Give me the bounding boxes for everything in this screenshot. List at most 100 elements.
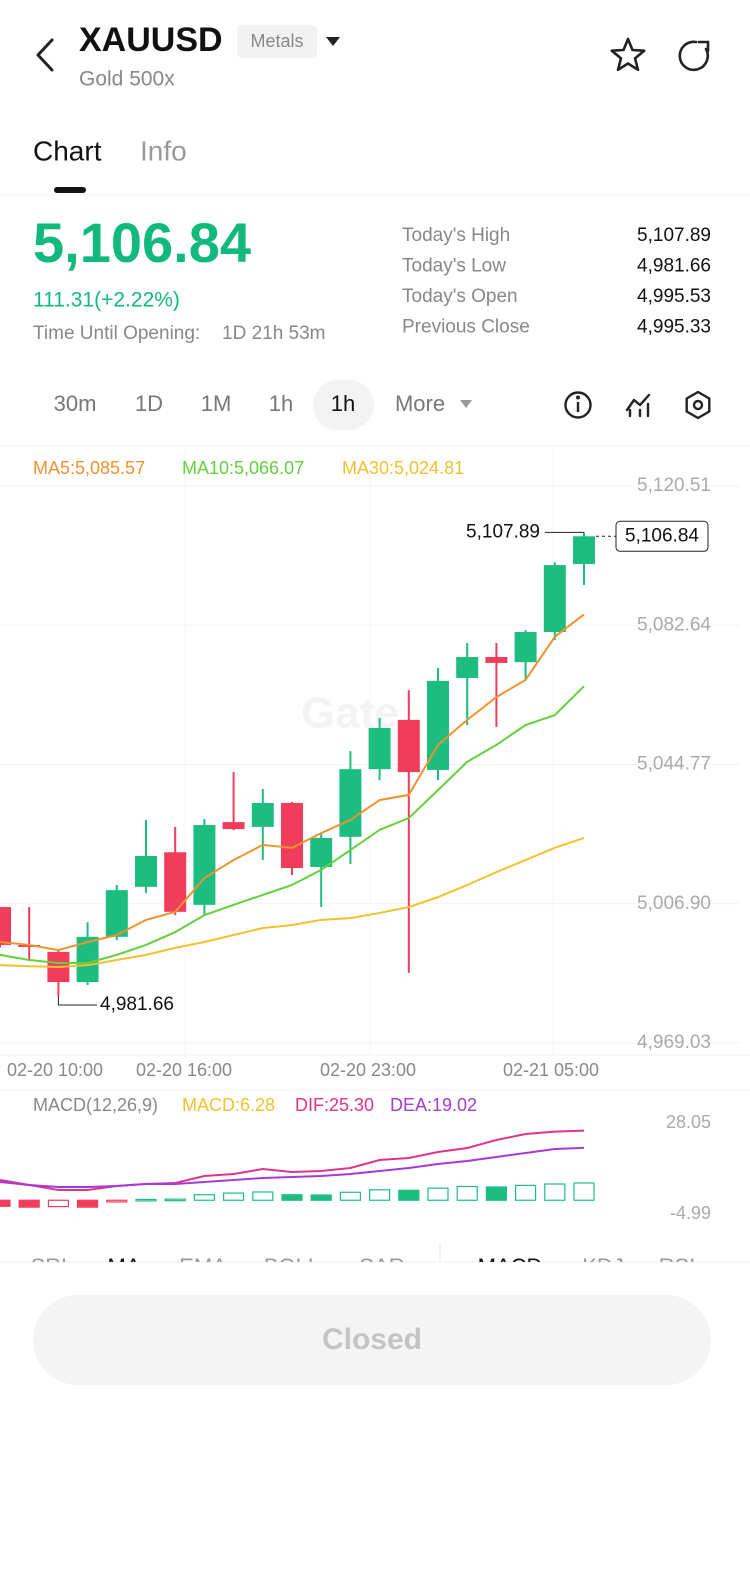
macd-legend: MACD(12,26,9)	[33, 1095, 158, 1115]
candle-body	[427, 680, 449, 770]
indicator-tab[interactable]: SRL	[31, 1254, 74, 1279]
ma-line	[0, 613, 585, 952]
macd-bar	[193, 1194, 215, 1201]
macd-bar	[427, 1187, 449, 1201]
macd-tick-label: 28.05	[666, 1112, 711, 1132]
candle-body	[543, 565, 566, 633]
more-caret	[460, 400, 472, 408]
indicator-tab[interactable]: EMA	[179, 1254, 227, 1279]
y-tick-label: 5,082.64	[637, 614, 711, 635]
favorite-button[interactable]	[610, 37, 646, 72]
interval[interactable]: 1h	[269, 391, 293, 416]
indicator-tabs: SRL MA EMA BOLL SAR MACD KDJ RSI	[31, 1254, 696, 1279]
change: 111.31(+2.22%)	[33, 289, 180, 312]
stat-label: Today's Open	[402, 286, 518, 307]
stat-value: 4,981.66	[637, 256, 711, 277]
candle-body	[222, 822, 245, 830]
interval[interactable]: 1h	[331, 391, 355, 416]
macd-bar	[310, 1194, 332, 1201]
macd-bar	[135, 1198, 157, 1202]
candle-body	[339, 769, 362, 837]
indicator-tab[interactable]: MACD	[478, 1254, 543, 1279]
refresh-button[interactable]	[678, 40, 710, 72]
dropdown[interactable]	[326, 37, 340, 46]
price: 5,106.84	[33, 211, 251, 274]
candle-body	[0, 907, 11, 945]
y-tick-label: 4,969.03	[637, 1032, 711, 1053]
y-tick-label: 5,120.51	[637, 475, 711, 496]
indicator-tab[interactable]: KDJ	[582, 1254, 624, 1279]
interval[interactable]: More	[395, 391, 445, 416]
macd-bar	[544, 1183, 566, 1201]
macd-bar	[456, 1185, 478, 1201]
tab-indicator	[54, 187, 86, 193]
settings-icon[interactable]	[685, 390, 711, 420]
indicator-tab[interactable]: SAR	[359, 1254, 404, 1279]
indicator-tab[interactable]: BOLL	[264, 1254, 320, 1279]
indicator-tab[interactable]: RSI	[659, 1254, 696, 1279]
low-marker-line	[57, 996, 97, 1006]
ma-legend: MA5:5,085.57	[33, 458, 145, 478]
x-tick-label: 02-20 10:00	[7, 1060, 103, 1080]
tab-chart[interactable]: Chart	[33, 135, 102, 166]
candle-body	[281, 802, 303, 869]
stat-label: Today's Low	[402, 256, 506, 277]
ma-legend: MA10:5,066.07	[182, 458, 304, 478]
candle-body	[164, 852, 187, 912]
y-tick-label: 5,044.77	[637, 754, 711, 775]
x-tick-label: 02-20 23:00	[320, 1060, 416, 1080]
subtitle: Gold 500x	[79, 68, 175, 91]
candle-body	[310, 837, 333, 867]
x-tick-label: 02-20 16:00	[136, 1060, 232, 1080]
candle-body	[76, 936, 99, 983]
dea-line	[0, 1146, 585, 1189]
stat-value: 4,995.33	[637, 317, 711, 338]
countdown: 1D 21h 53m	[222, 323, 326, 344]
macd-legend: DIF:25.30	[295, 1095, 374, 1115]
x-tick-label: 02-21 05:00	[503, 1060, 599, 1080]
back-button[interactable]	[36, 38, 54, 72]
macd-bar	[252, 1191, 274, 1201]
candle-body	[573, 536, 595, 564]
stat-label: Today's High	[402, 225, 510, 246]
info-icon[interactable]	[564, 391, 592, 419]
macd-legend: MACD:6.28	[182, 1095, 275, 1115]
high-marker: 5,107.89	[466, 521, 540, 542]
low-marker: 4,981.66	[100, 994, 174, 1015]
candle-body	[251, 802, 274, 827]
macd-bar	[47, 1199, 70, 1208]
indicator-tab[interactable]: MA	[108, 1254, 141, 1279]
macd-bar	[281, 1194, 303, 1201]
candle-body	[397, 719, 420, 773]
last-price-box	[615, 520, 709, 552]
candle-body	[514, 632, 537, 663]
candle-body	[485, 657, 508, 663]
macd-bar	[76, 1199, 99, 1208]
indicator-icon[interactable]	[625, 393, 651, 418]
ma-legend: MA30:5,024.81	[342, 458, 464, 478]
stat-value: 4,995.53	[637, 286, 711, 307]
candle-body	[135, 855, 157, 887]
macd-bar	[369, 1189, 391, 1201]
interval[interactable]: 30m	[54, 391, 97, 416]
ma-line	[0, 836, 585, 968]
interval[interactable]: 1M	[201, 391, 232, 416]
y-tick-label: 5,006.90	[637, 893, 711, 914]
stat-label: Previous Close	[402, 317, 530, 338]
macd-bar	[485, 1186, 507, 1201]
stat-value: 5,107.89	[637, 225, 711, 246]
closed-button-bg[interactable]	[33, 1295, 711, 1385]
candle-body	[368, 727, 391, 770]
closed-button[interactable]: Closed	[322, 1323, 422, 1356]
selected-interval-bg	[313, 380, 374, 430]
candle-body	[105, 890, 128, 937]
interval[interactable]: 1D	[135, 391, 163, 416]
ma-line	[0, 685, 585, 964]
candle-body	[193, 825, 216, 905]
macd-legend: DEA:19.02	[390, 1095, 477, 1115]
tab-info[interactable]: Info	[140, 135, 187, 166]
macd-bar	[0, 1199, 11, 1207]
macd-bar	[18, 1199, 40, 1208]
